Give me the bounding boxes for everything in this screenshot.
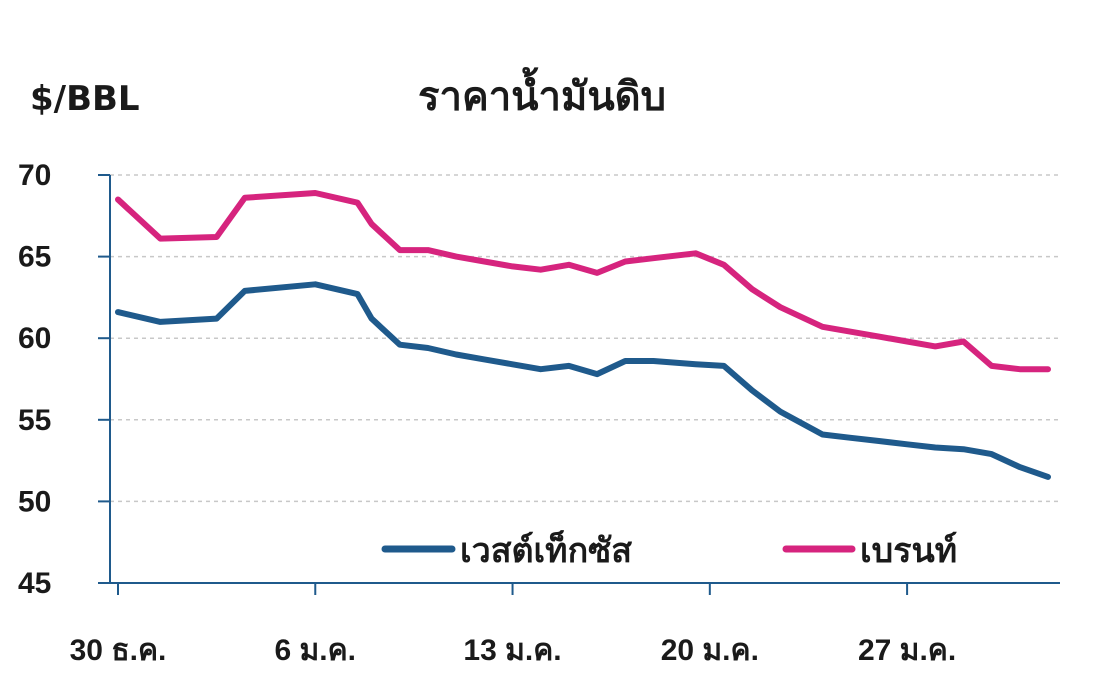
x-tick-label: 20 ม.ค. <box>661 634 759 667</box>
series-lines <box>115 190 1051 480</box>
y-tick-label: 65 <box>18 241 51 274</box>
chart-title: ราคาน้ำมันดิบ <box>418 67 666 120</box>
legend-label-wti: เวสต์เท็กซัส <box>460 529 632 571</box>
series-line-brent <box>115 190 1051 373</box>
x-tick-label: 27 ม.ค. <box>858 634 956 667</box>
y-tick-label: 50 <box>18 485 51 518</box>
series-line-wti <box>115 281 1051 480</box>
x-tick-labels: 30 ธ.ค. 6 ม.ค. 13 ม.ค. 20 ม.ค. 27 ม.ค. <box>70 634 957 667</box>
y-tick-label: 45 <box>18 567 51 600</box>
legend-label-brent: เบรนท์ <box>860 531 957 571</box>
gridlines <box>110 174 1060 503</box>
x-tick-label: 6 ม.ค. <box>274 634 356 667</box>
y-axis-unit-label: $/BBL <box>30 79 140 119</box>
x-tick-label: 30 ธ.ค. <box>70 634 167 667</box>
x-tick-label: 13 ม.ค. <box>463 634 561 667</box>
y-tick-label: 70 <box>18 159 51 192</box>
y-tick-label: 60 <box>18 322 51 355</box>
y-tick-labels: 45 50 55 60 65 70 <box>18 159 51 600</box>
y-tick-label: 55 <box>18 404 51 437</box>
legend: เวสต์เท็กซัส เบรนท์ <box>381 529 957 571</box>
axes <box>98 174 1060 595</box>
